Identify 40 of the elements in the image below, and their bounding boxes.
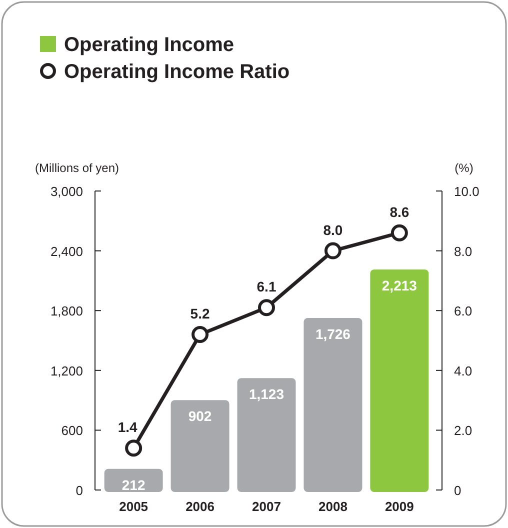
data-label: 8.6: [390, 204, 410, 220]
data-label: 6.1: [256, 278, 276, 295]
data-label: 1.4: [118, 419, 138, 436]
data-label: 8.0: [323, 222, 343, 238]
y-tick-label: 0: [76, 483, 83, 498]
point: [192, 326, 209, 344]
data-label: 2,213: [382, 277, 418, 294]
y2-tick-label: 2.0: [454, 423, 472, 438]
y2-tick-label: 0: [454, 483, 462, 498]
x-tick-label: 2008: [318, 499, 348, 514]
y-tick-label: 1,800: [50, 304, 83, 319]
x-tick-label: 2005: [119, 499, 148, 514]
y2-tick-label: 10.0: [454, 184, 480, 199]
x-tick-label: 2007: [252, 499, 281, 514]
legend-label: Operating Income: [64, 34, 234, 56]
point: [125, 440, 142, 457]
point: [324, 242, 342, 260]
x-tick-label: 2009: [384, 499, 414, 514]
y2-tick-label: 4.0: [454, 363, 472, 378]
bar: [304, 318, 362, 492]
data-label: 1,726: [315, 326, 351, 342]
y2-tick-label: 8.0: [454, 244, 472, 259]
data-label: 1,123: [248, 386, 284, 402]
y-axis-title: (Millions of yen): [35, 161, 120, 175]
x-tick-label: 2006: [186, 499, 214, 514]
y-tick-label: 600: [61, 423, 83, 438]
legend-label: Operating Income Ratio: [64, 61, 290, 83]
bar: [170, 400, 230, 492]
y2-axis-title: (%): [454, 161, 474, 175]
data-label: 5.2: [190, 306, 210, 322]
point: [258, 299, 275, 316]
point: [390, 224, 408, 242]
y2-tick-label: 6.0: [454, 304, 472, 319]
data-label: 212: [122, 476, 146, 493]
y-tick-label: 1,200: [50, 363, 83, 378]
y-tick-label: 3,000: [50, 184, 83, 199]
bar: [370, 269, 429, 492]
data-label: 902: [188, 408, 212, 424]
y-tick-label: 2,400: [50, 244, 83, 259]
bar: [237, 378, 296, 492]
